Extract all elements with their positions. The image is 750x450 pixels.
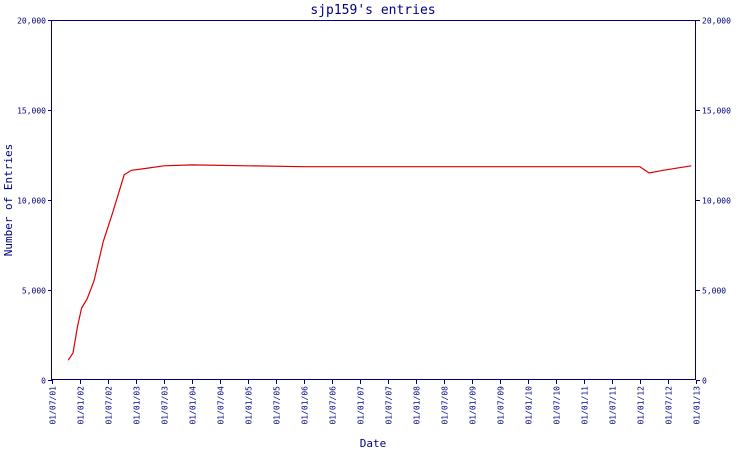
series-line [67,164,692,361]
x-tick-label: 01/01/03 [133,386,142,425]
x-axis-label: Date [360,437,387,450]
y-tick-label-right: 5,000 [702,287,726,296]
chart-title: sjp159's entries [310,3,435,18]
x-tick-label: 01/07/04 [217,386,226,425]
x-axis: 01/07/01 01/01/02 01/07/02 01/01/03 01/07/03… [49,380,702,425]
x-tick-label: 01/01/06 [301,386,310,425]
x-tick-label: 01/01/04 [189,386,198,425]
y-tick-label-right: 0 [702,377,707,386]
x-tick-label: 01/01/12 [637,386,646,425]
x-tick-label: 01/07/10 [553,386,562,425]
plot-frame [51,20,696,380]
x-tick-label: 01/01/11 [581,386,590,425]
x-tick-label: 01/01/07 [357,386,366,425]
x-tick-label: 01/01/10 [525,386,534,425]
x-tick-label: 01/01/13 [693,386,702,425]
y-tick-label-right: 15,000 [702,107,731,116]
x-tick-label: 01/07/03 [161,386,170,425]
x-tick-label: 01/07/06 [329,386,338,425]
y-tick-label-left: 10,000 [17,197,46,206]
x-tick-label: 01/01/05 [245,386,254,425]
x-tick-label: 01/07/02 [105,386,114,425]
x-tick-label: 01/01/02 [77,386,86,425]
y-tick-label-right: 20,000 [702,17,731,26]
y-axis-right: 0 5,000 10,000 15,000 20,000 [696,17,731,386]
x-tick-label: 01/07/09 [497,386,506,425]
y-tick-label-left: 5,000 [22,287,46,296]
y-tick-label-left: 0 [41,377,46,386]
y-axis-left: 0 5,000 10,000 15,000 20,000 [17,17,52,386]
x-tick-label: 01/07/01 [49,386,58,425]
x-tick-label: 01/07/07 [385,386,394,425]
y-axis-label: Number of Entries [2,144,15,257]
x-tick-label: 01/01/09 [469,386,478,425]
x-tick-label: 01/01/08 [413,386,422,425]
x-tick-label: 01/07/12 [665,386,674,425]
x-tick-label: 01/07/08 [441,386,450,425]
y-tick-label-left: 15,000 [17,107,46,116]
y-tick-label-left: 20,000 [17,17,46,26]
x-tick-label: 01/07/05 [273,386,282,425]
x-tick-label: 01/07/11 [609,386,618,425]
y-tick-label-right: 10,000 [702,197,731,206]
